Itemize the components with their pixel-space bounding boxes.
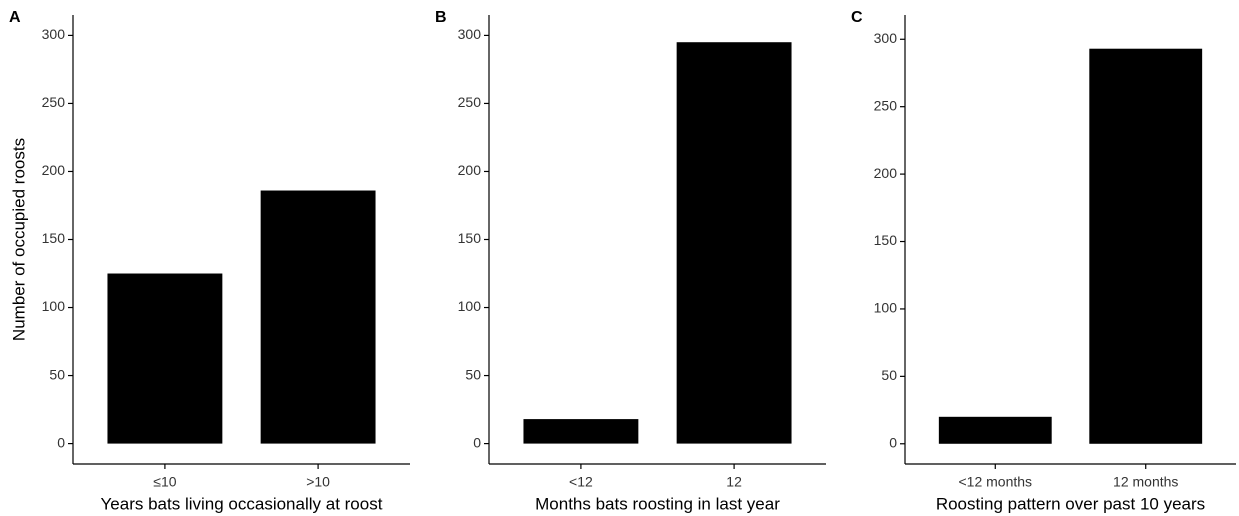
bar [938,416,1052,444]
bar [676,42,792,444]
x-axis-title: Roosting pattern over past 10 years [936,494,1205,513]
x-axis-title: Months bats roosting in last year [535,494,780,513]
y-tick-label: 150 [458,230,482,246]
y-tick-label: 0 [57,434,65,450]
y-tick-label: 50 [881,367,897,383]
y-tick-label: 0 [473,434,481,450]
bar [1089,48,1203,444]
y-tick-label: 250 [42,94,66,110]
y-tick-label: 50 [49,366,65,382]
y-axis-title: Number of occupied roosts [9,138,28,341]
y-tick-label: 100 [874,300,898,316]
x-tick-label: <12 months [958,474,1032,490]
bar [107,273,223,444]
y-tick-label: 50 [465,366,481,382]
x-tick-label: ≤10 [153,474,176,490]
y-tick-label: 100 [458,298,482,314]
y-tick-label: 100 [42,298,66,314]
bar [260,190,376,444]
x-tick-label: >10 [306,474,330,490]
x-tick-label: 12 [726,474,742,490]
panel-label: A [9,9,21,26]
y-tick-label: 300 [874,30,898,46]
x-tick-label: 12 months [1113,474,1178,490]
panel-label: B [435,9,447,26]
y-tick-label: 200 [42,162,66,178]
bar [523,419,639,444]
y-tick-label: 150 [42,230,66,246]
x-axis-title: Years bats living occasionally at roost [101,494,383,513]
y-tick-label: 300 [42,26,66,42]
y-tick-label: 200 [458,162,482,178]
y-tick-label: 150 [874,232,898,248]
y-tick-label: 300 [458,26,482,42]
y-tick-label: 0 [889,434,897,450]
y-tick-label: 250 [874,97,898,113]
x-tick-label: <12 [569,474,593,490]
panel-label: C [851,9,863,26]
y-tick-label: 250 [458,94,482,110]
y-tick-label: 200 [874,165,898,181]
